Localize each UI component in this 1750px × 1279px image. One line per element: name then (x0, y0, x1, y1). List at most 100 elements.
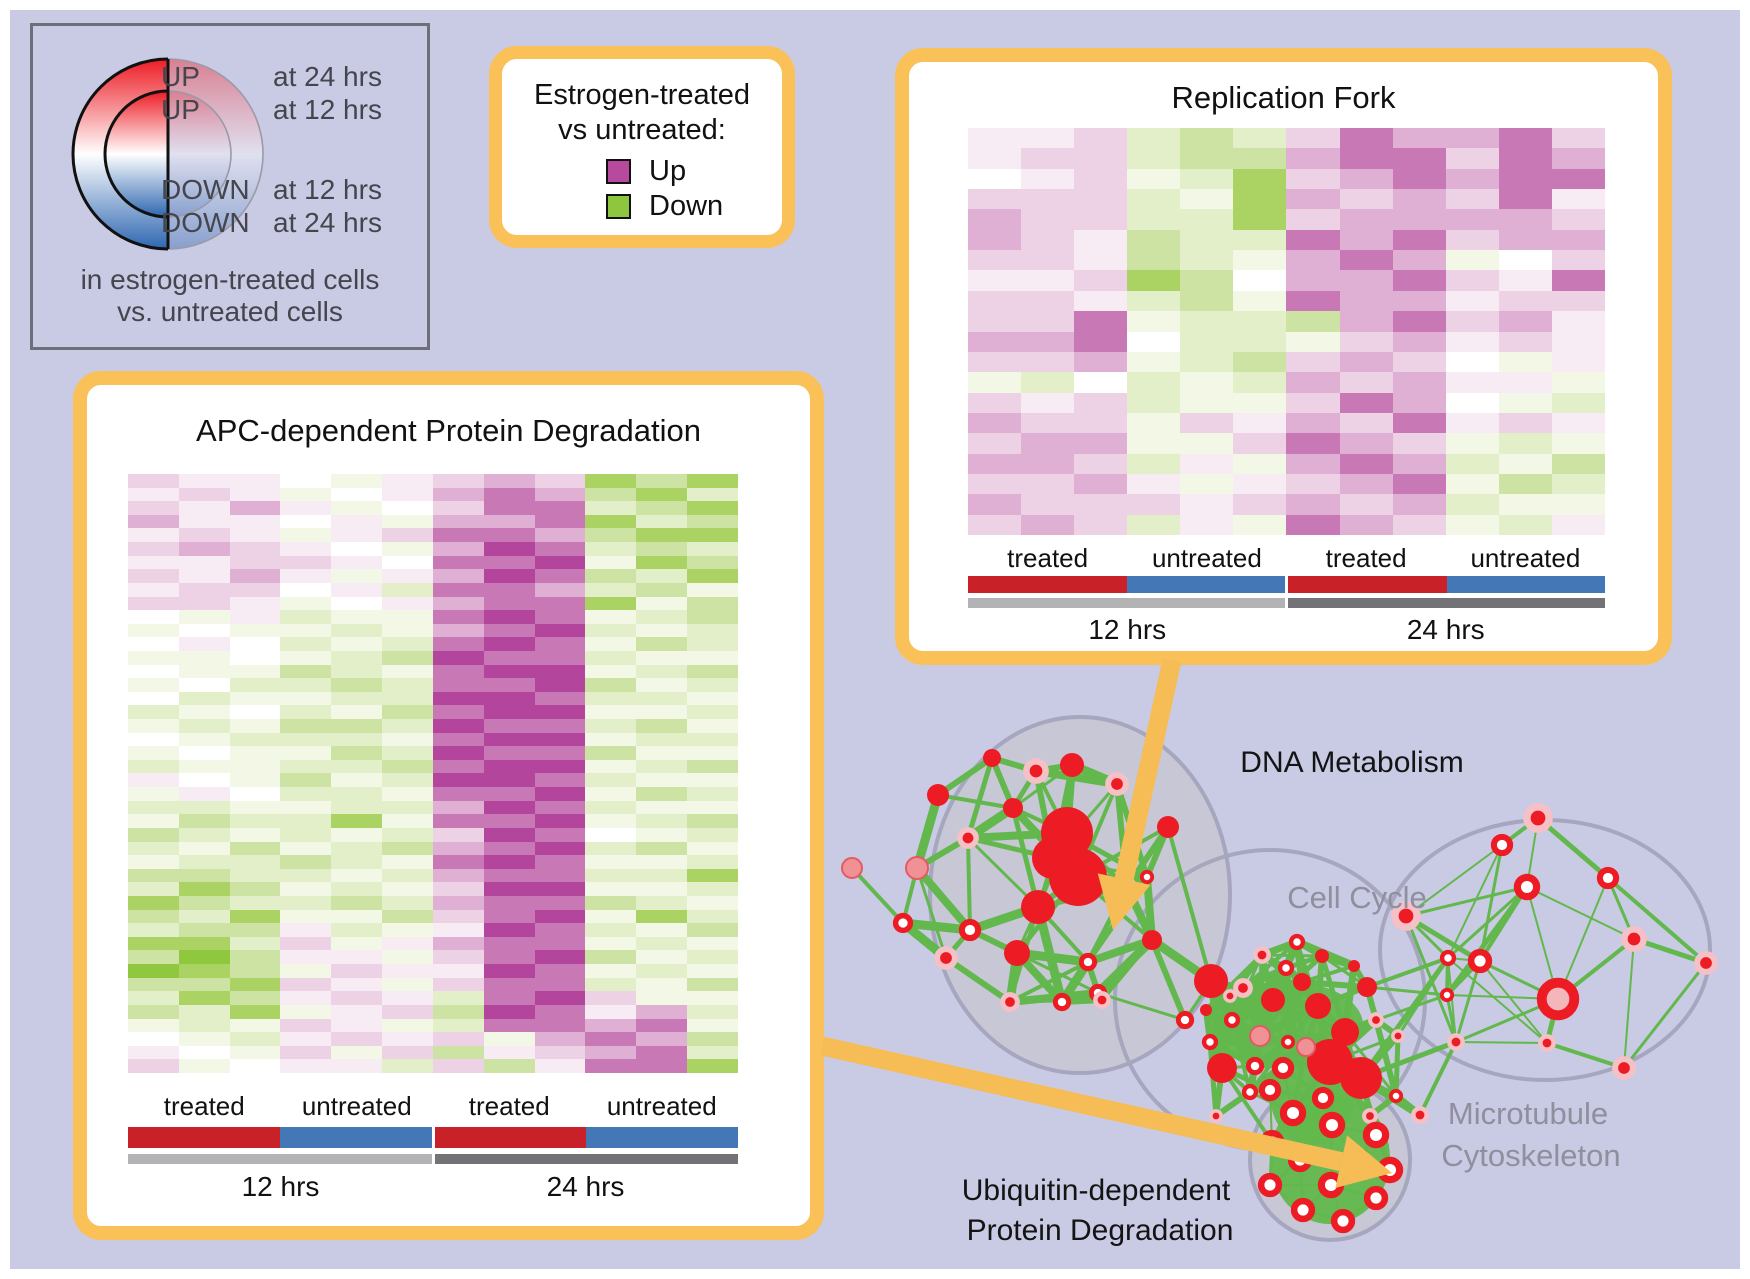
heatmap-cell (534, 691, 586, 706)
heatmap-cell (432, 868, 484, 883)
network-edge (1623, 938, 1635, 1069)
gene-node-solid (1157, 816, 1179, 838)
heatmap-cell (534, 596, 586, 611)
gene-node-donut (1596, 866, 1620, 890)
heatmap-cell (636, 923, 688, 937)
heatmap-cell (331, 991, 383, 1005)
heatmap-cell (1021, 270, 1075, 291)
gene-node-solid (1003, 798, 1023, 818)
heatmap-cell (1127, 209, 1181, 230)
heatmap-cell (1127, 351, 1181, 373)
heatmap-cell (1445, 331, 1499, 352)
heatmap-cell (128, 569, 179, 583)
heatmap-cell (1445, 311, 1499, 332)
heatmap-cell (229, 896, 281, 910)
rep-group-label-1: treated (1007, 543, 1089, 573)
heatmap-cell (128, 542, 179, 556)
down-color-swatch (606, 194, 631, 219)
heatmap-cell (636, 1004, 688, 1019)
heatmap-cell (483, 732, 535, 747)
heatmap-cell (1339, 311, 1393, 332)
heatmap-cell (534, 923, 586, 937)
heatmap-cell (534, 610, 586, 624)
heatmap-cell (1074, 311, 1128, 332)
heatmap-cell (483, 923, 535, 937)
gene-node-solid (1004, 940, 1030, 966)
heatmap-cell (178, 950, 230, 965)
heatmap-cell (636, 977, 688, 992)
heatmap-cell (1180, 453, 1234, 474)
rep-group-label-2: untreated (1151, 543, 1262, 573)
heatmap-cell (534, 787, 586, 801)
heatmap-cell (1286, 514, 1340, 535)
heatmap-cell (331, 868, 383, 883)
heatmap-cell (280, 746, 332, 760)
heatmap-cell (432, 841, 484, 856)
heatmap-cell (331, 569, 383, 583)
heatmap-cell (1445, 168, 1499, 190)
heatmap-cell (968, 412, 1022, 434)
rep-time-bars (968, 598, 1605, 608)
gene-node-donut (1280, 1034, 1296, 1050)
heatmap-cell (229, 868, 281, 883)
heatmap-cell (128, 977, 179, 992)
heatmap-cell (1445, 351, 1499, 373)
heatmap-cell (687, 800, 738, 815)
heatmap-cell (331, 487, 383, 502)
heatmap-cell (432, 528, 484, 543)
heatmap-cell (483, 1059, 535, 1073)
heatmap-cell (1339, 453, 1393, 474)
heatmap-cell (178, 977, 230, 992)
heatmap-cell (1021, 433, 1075, 454)
heatmap-cell (1021, 311, 1075, 332)
heatmap-cell (1180, 128, 1234, 149)
heatmap-cell (382, 555, 433, 570)
heatmap-cell (229, 664, 281, 679)
time-bar-24 hrs (434, 1154, 738, 1164)
heatmap-cell (1021, 351, 1075, 373)
heatmap-cell (1286, 351, 1340, 373)
cluster-label-2: Microtubule (1448, 1096, 1608, 1131)
heatmap-cell (483, 896, 535, 910)
gene-node-halo (1411, 1106, 1429, 1124)
heatmap-cell (1339, 392, 1393, 413)
heatmap-cell (1286, 290, 1340, 312)
heatmap-cell (1180, 351, 1234, 373)
gene-node-halo (1621, 926, 1647, 952)
heatmap-cell (1286, 229, 1340, 251)
heatmap-cell (636, 637, 688, 651)
heatmap-cell (534, 773, 586, 788)
up-label: Up (649, 155, 687, 187)
heatmap-cell (229, 555, 281, 570)
heatmap-cell (1074, 250, 1128, 271)
heatmap-cell (1445, 209, 1499, 230)
heatmap-cell (331, 950, 383, 965)
heatmap-cell (432, 623, 484, 638)
heatmap-cell (534, 896, 586, 910)
heatmap-cell (636, 664, 688, 679)
heatmap-cell (1021, 290, 1075, 312)
heatmap-cell (432, 691, 484, 706)
key-footer-line2: vs. untreated cells (117, 296, 343, 327)
heatmap-cell (483, 596, 535, 611)
key-footer-line1: in estrogen-treated cells (80, 264, 380, 295)
heatmap-cell (280, 719, 332, 733)
heatmap-cell (1233, 473, 1287, 495)
heatmap-cell (128, 896, 179, 910)
heatmap-cell (585, 678, 637, 692)
heatmap-cell (331, 773, 383, 788)
down-label: Down (649, 190, 724, 222)
heatmap-cell (687, 514, 738, 529)
heatmap-cell (483, 909, 535, 924)
heatmap-cell (1127, 189, 1181, 210)
heatmap-cell (1233, 433, 1287, 454)
heatmap-cell (968, 311, 1022, 332)
heatmap-cell (1551, 433, 1605, 454)
heatmap-cell (432, 800, 484, 815)
right-inner-arc (167, 90, 232, 218)
heatmap-cell (1392, 514, 1446, 535)
treatment-bar-treated (968, 576, 1127, 593)
network-edge (1208, 995, 1232, 1043)
heatmap-cell (483, 746, 535, 760)
heatmap-cell (382, 909, 433, 924)
